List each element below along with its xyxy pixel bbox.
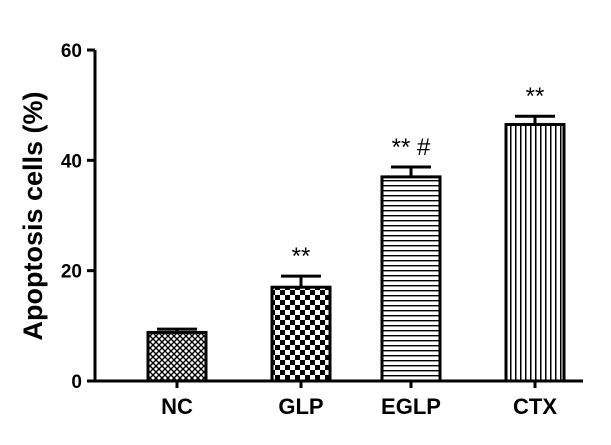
y-axis-title: Apoptosis cells (%): [18, 91, 48, 340]
significance-label: **: [526, 83, 545, 110]
bar-glp: [270, 285, 332, 383]
bar-eglp: [380, 175, 442, 383]
category-label: GLP: [278, 394, 323, 419]
category-label: CTX: [513, 394, 557, 419]
y-tick-label: 60: [61, 41, 82, 62]
y-tick-label: 40: [61, 151, 82, 172]
y-tick-label: 20: [61, 262, 82, 283]
bar-nc: [146, 330, 208, 383]
bar-ctx: [504, 122, 566, 383]
category-label: EGLP: [381, 394, 441, 419]
y-tick-label: 0: [71, 372, 82, 393]
plot-area: 0 20 40 60 NC GLP ** EGLP ** # CTX **: [61, 41, 583, 419]
significance-label: ** #: [392, 134, 431, 161]
category-label: NC: [161, 394, 193, 419]
significance-label: **: [292, 243, 311, 270]
